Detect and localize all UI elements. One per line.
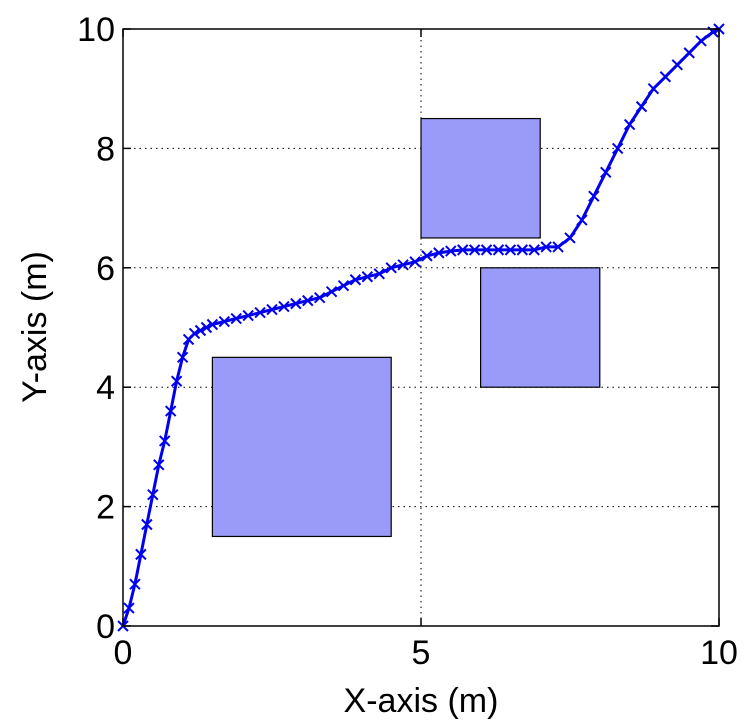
path-marker bbox=[123, 602, 135, 614]
path-marker bbox=[141, 518, 153, 531]
path-marker bbox=[397, 259, 409, 271]
y-tick-label: 4 bbox=[96, 369, 115, 407]
path-marker bbox=[129, 578, 141, 590]
path-marker bbox=[421, 250, 433, 262]
path-marker bbox=[492, 244, 505, 256]
y-axis-label: Y-axis (m) bbox=[16, 251, 54, 403]
path-marker bbox=[552, 241, 564, 253]
path-marker bbox=[445, 245, 457, 257]
x-ticks: 0 5 10 bbox=[114, 29, 738, 672]
path-marker bbox=[230, 312, 242, 325]
y-tick-label: 6 bbox=[96, 250, 115, 288]
path-marker bbox=[695, 35, 707, 47]
path-marker bbox=[254, 306, 266, 319]
path-marker bbox=[516, 244, 529, 256]
path-marker bbox=[671, 59, 683, 71]
path-marker bbox=[623, 118, 636, 131]
y-tick-label: 10 bbox=[77, 11, 115, 49]
path-marker bbox=[468, 244, 481, 256]
path-marker bbox=[361, 271, 374, 283]
path-marker bbox=[349, 274, 362, 286]
path-marker bbox=[433, 247, 445, 259]
path-marker bbox=[457, 244, 469, 256]
path-marker bbox=[147, 488, 159, 501]
path-marker bbox=[635, 100, 648, 113]
path-marker bbox=[540, 241, 552, 253]
path-marker bbox=[176, 351, 189, 364]
path-marker bbox=[313, 291, 326, 304]
path-marker bbox=[409, 256, 421, 268]
path-marker bbox=[564, 232, 576, 244]
path-marker bbox=[480, 244, 493, 256]
path-marker bbox=[576, 214, 588, 226]
path-marker bbox=[170, 375, 183, 387]
path-marker bbox=[218, 315, 231, 328]
path-marker bbox=[159, 435, 171, 447]
path-marker bbox=[153, 459, 165, 471]
path-marker bbox=[683, 47, 695, 59]
x-tick-label: 0 bbox=[114, 634, 133, 672]
obstacles bbox=[211, 117, 601, 538]
y-ticks: 0 2 4 6 8 10 bbox=[77, 11, 719, 646]
x-tick-label: 5 bbox=[412, 634, 431, 672]
path-marker bbox=[200, 321, 213, 334]
path-marker bbox=[504, 244, 517, 256]
y-tick-label: 8 bbox=[96, 130, 115, 168]
obstacle-rect bbox=[420, 117, 541, 239]
path-marker bbox=[188, 327, 201, 340]
path-marker bbox=[164, 405, 177, 417]
x-axis-label: X-axis (m) bbox=[344, 682, 499, 720]
obstacle-rect bbox=[211, 356, 392, 538]
path-marker bbox=[194, 324, 207, 337]
path-marker bbox=[659, 71, 672, 83]
path-marker bbox=[588, 190, 600, 202]
path-marker bbox=[385, 262, 397, 274]
path-marker bbox=[206, 318, 219, 331]
path-marker bbox=[242, 309, 254, 322]
x-tick-label: 10 bbox=[700, 634, 738, 672]
path-marker bbox=[528, 244, 540, 256]
path-marker bbox=[611, 142, 624, 155]
path-marker bbox=[337, 280, 350, 292]
path-marker bbox=[647, 82, 660, 95]
path-marker bbox=[290, 297, 302, 310]
path-marker bbox=[325, 285, 338, 298]
path-marker bbox=[266, 303, 278, 316]
path-marker bbox=[373, 268, 385, 280]
obstacle-rect bbox=[480, 267, 601, 388]
y-tick-label: 0 bbox=[96, 608, 115, 646]
path-marker bbox=[278, 300, 290, 313]
path-marker bbox=[600, 166, 612, 178]
path-marker bbox=[135, 548, 147, 561]
path-marker bbox=[302, 294, 314, 307]
y-tick-label: 2 bbox=[96, 489, 115, 527]
